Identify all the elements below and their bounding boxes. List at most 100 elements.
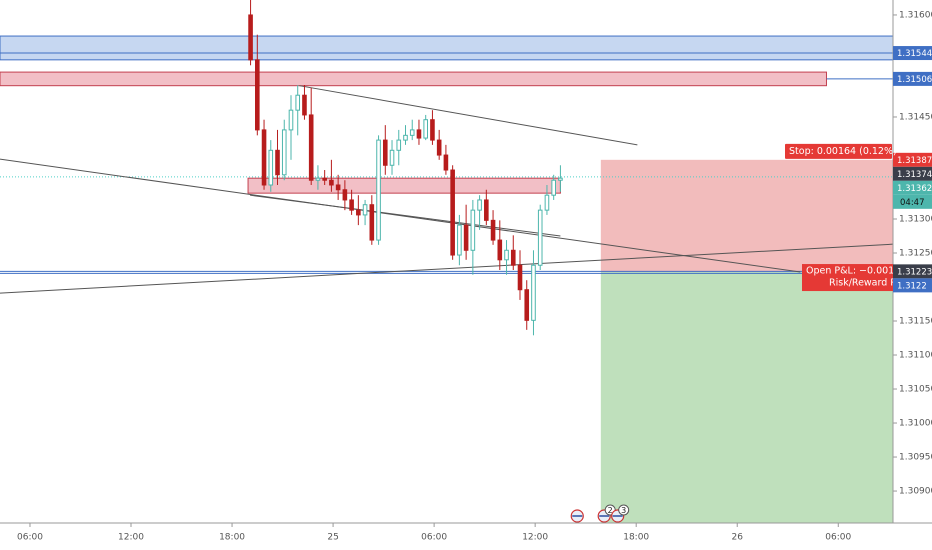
trend-line [250, 194, 561, 237]
x-tick-label: 18:00 [623, 533, 649, 543]
countdown: 04:47 [900, 198, 925, 208]
candle-body [302, 94, 307, 116]
y-tick-label: 1.31100 [899, 351, 932, 361]
trend-line [0, 243, 893, 294]
y-tick-label: 1.31050 [899, 385, 932, 395]
price-label-bg [893, 180, 932, 195]
zone [0, 35, 893, 61]
price-label-bg [893, 71, 932, 86]
candle-body [376, 139, 381, 241]
candle-body [558, 177, 563, 181]
x-tick-label: 12:00 [118, 533, 144, 543]
x-tick-label: 12:00 [522, 533, 548, 543]
event-badge [618, 504, 630, 516]
price-label: 1.31374 [897, 170, 932, 180]
event-count: 2 [608, 506, 613, 515]
candle-body [551, 179, 556, 196]
candle-body [517, 264, 523, 291]
price-label-bg [893, 46, 932, 61]
candle-body [450, 169, 455, 256]
y-tick-label: 1.31450 [899, 112, 932, 122]
candle-body [281, 129, 287, 176]
price-label: 1.31223 [897, 267, 932, 277]
candle-body [342, 189, 348, 201]
price-label: 1.31362 [897, 184, 932, 194]
y-tick-label: 1.31000 [899, 419, 932, 429]
candle-body [463, 224, 469, 251]
price-label-bg [893, 264, 932, 279]
price-label-bg [893, 166, 932, 181]
candle-body [382, 139, 388, 166]
candle-body [436, 139, 442, 156]
candle-body [457, 224, 462, 256]
price-label: 1.31506 [897, 75, 932, 85]
candle-body [362, 204, 368, 216]
price-label-bg [893, 278, 932, 293]
candle-body [349, 199, 354, 211]
candle-body [524, 289, 530, 321]
event-count: 3 [621, 506, 626, 515]
candle-body [403, 134, 408, 141]
candle-body [389, 149, 395, 166]
price-label: 1.31387 [897, 156, 932, 166]
x-tick-label: 06:00 [421, 533, 447, 543]
candle-body [396, 139, 402, 151]
candle-body [470, 209, 476, 251]
candle-body [261, 129, 267, 186]
candle-body [409, 129, 415, 136]
candle-body [510, 249, 516, 266]
y-tick-label: 1.31150 [899, 317, 932, 327]
candle-body [504, 249, 509, 261]
x-tick-label: 06:00 [825, 533, 851, 543]
countdown-bg [893, 194, 932, 209]
candle-body [430, 119, 435, 141]
candle-body [288, 109, 294, 131]
candle-body [329, 179, 334, 186]
candle-body [255, 59, 260, 131]
candle-body [497, 239, 503, 261]
candle-body [544, 194, 550, 211]
candle-body [537, 209, 543, 266]
candle-body [315, 177, 321, 181]
candle-body [490, 219, 496, 241]
target-area [600, 272, 893, 523]
rr-text: Risk/Reward Ra [829, 278, 903, 289]
zone [247, 177, 561, 194]
candle-body [356, 209, 361, 216]
trend-line [299, 85, 638, 146]
candle-body [423, 119, 429, 139]
x-tick-label: 25 [327, 533, 338, 543]
candle-body [295, 94, 301, 111]
price-label: 1.3122 [897, 281, 927, 291]
stop-label: Stop: 0.00164 (0.12%) [789, 146, 897, 157]
pnl-label-bg [802, 264, 893, 292]
y-tick-label: 1.31250 [899, 248, 932, 258]
price-label-bg [893, 152, 932, 167]
x-tick-label: 06:00 [17, 533, 43, 543]
candle-body [335, 184, 341, 191]
stop-label-bg [785, 143, 892, 159]
candle-body [416, 129, 422, 139]
candle-body [322, 177, 327, 181]
candle-body [248, 14, 253, 61]
trend-line [0, 158, 801, 273]
candle-body [484, 199, 489, 221]
price-label: 1.31544 [897, 49, 932, 59]
candle-body [275, 149, 280, 176]
zone [0, 71, 827, 87]
y-tick-label: 1.30950 [899, 453, 932, 463]
candle-body [268, 149, 274, 186]
y-tick-label: 1.31300 [899, 214, 932, 224]
candle-body [443, 154, 449, 171]
pnl-text: Open P&L: −0.0013 [806, 266, 900, 277]
y-tick-label: 1.31600 [899, 10, 932, 20]
x-tick-label: 26 [732, 533, 744, 543]
candle-body [308, 114, 314, 181]
stop-area [600, 159, 893, 273]
candle-body [531, 264, 536, 321]
